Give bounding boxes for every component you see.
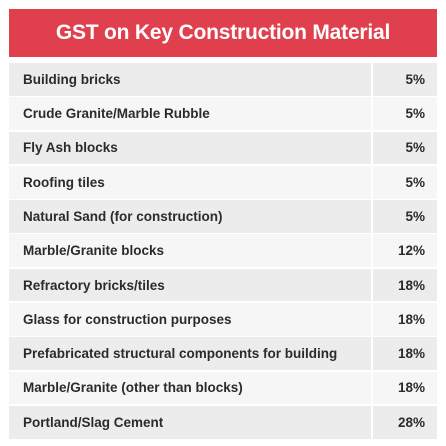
table-row: Roofing tiles 5% <box>9 165 437 199</box>
gst-rate: 18% <box>373 302 437 336</box>
table-row: Building bricks 5% <box>9 63 437 96</box>
table-row: Fly Ash blocks 5% <box>9 131 437 165</box>
gst-rate: 12% <box>373 234 437 268</box>
table-row: Marble/Granite blocks 12% <box>9 234 437 268</box>
material-name: Building bricks <box>9 63 371 96</box>
material-name: Fly Ash blocks <box>9 131 371 165</box>
material-name: Marble/Granite blocks <box>9 234 371 268</box>
gst-table: GST on Key Construction Material Buildin… <box>9 9 437 440</box>
material-name: Portland/Slag Cement <box>9 405 371 439</box>
material-name: Prefabricated structural components for … <box>9 337 371 370</box>
table-row: Refractory bricks/tiles 18% <box>9 268 437 302</box>
material-name: Refractory bricks/tiles <box>9 268 371 302</box>
gst-rate: 5% <box>373 200 437 233</box>
gst-rate: 18% <box>373 371 437 405</box>
gst-rate: 5% <box>373 131 437 165</box>
table-row: Marble/Granite (other than blocks) 18% <box>9 371 437 405</box>
table-row: Glass for construction purposes 18% <box>9 302 437 336</box>
gst-rate: 5% <box>373 63 437 96</box>
table-row: Portland/Slag Cement 28% <box>9 405 437 439</box>
material-name: Glass for construction purposes <box>9 302 371 336</box>
material-name: Crude Granite/Marble Rubble <box>9 97 371 130</box>
gst-rate: 18% <box>373 337 437 370</box>
material-name: Natural Sand (for construction) <box>9 200 371 233</box>
material-name: Roofing tiles <box>9 165 371 199</box>
table-body: Building bricks 5% Crude Granite/Marble … <box>9 63 437 440</box>
material-name: Marble/Granite (other than blocks) <box>9 371 371 405</box>
table-row: Crude Granite/Marble Rubble 5% <box>9 97 437 130</box>
gst-rate: 5% <box>373 97 437 130</box>
table-row: Natural Sand (for construction) 5% <box>9 200 437 233</box>
gst-rate: 18% <box>373 268 437 302</box>
table-title: GST on Key Construction Material <box>9 9 437 57</box>
table-row: Prefabricated structural components for … <box>9 337 437 370</box>
gst-rate: 28% <box>373 405 437 439</box>
gst-rate: 5% <box>373 165 437 199</box>
